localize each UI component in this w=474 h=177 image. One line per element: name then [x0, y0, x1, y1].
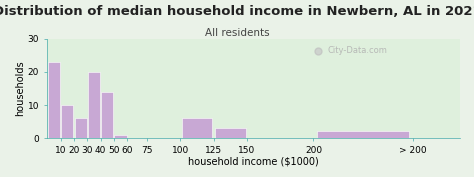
- Bar: [101, 92, 113, 138]
- Y-axis label: households: households: [15, 61, 25, 116]
- Bar: [48, 62, 60, 138]
- Bar: [215, 128, 246, 138]
- Text: City-Data.com: City-Data.com: [328, 46, 388, 55]
- Bar: [114, 135, 127, 138]
- Text: Distribution of median household income in Newbern, AL in 2021: Distribution of median household income …: [0, 5, 474, 18]
- X-axis label: household income ($1000): household income ($1000): [188, 157, 319, 167]
- Text: All residents: All residents: [205, 28, 269, 38]
- Bar: [74, 118, 87, 138]
- Bar: [318, 132, 409, 138]
- Bar: [88, 72, 100, 138]
- Bar: [61, 105, 73, 138]
- Bar: [182, 118, 212, 138]
